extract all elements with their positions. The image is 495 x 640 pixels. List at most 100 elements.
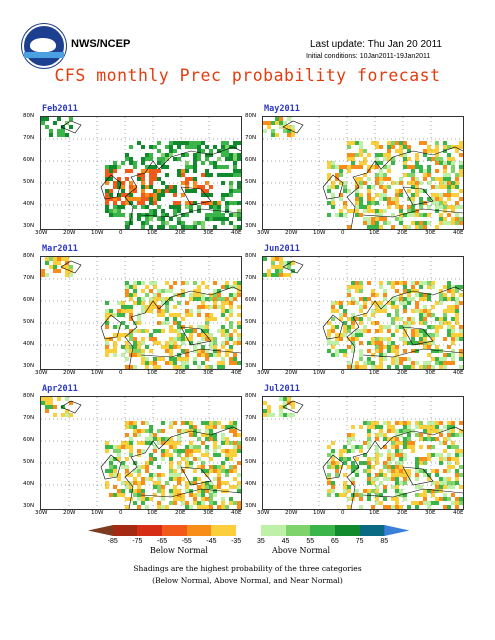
probability-cell xyxy=(229,285,233,289)
probability-cell xyxy=(443,493,447,497)
probability-cell xyxy=(367,317,371,321)
probability-cell xyxy=(379,309,383,313)
probability-cell xyxy=(379,433,383,437)
probability-cell xyxy=(423,429,427,433)
probability-cell xyxy=(161,209,165,213)
probability-cell xyxy=(435,205,439,209)
probability-cell xyxy=(141,361,145,365)
probability-cell xyxy=(447,205,451,209)
probability-cell xyxy=(359,197,363,201)
probability-cell xyxy=(173,305,177,309)
probability-cell xyxy=(359,425,363,429)
probability-cell xyxy=(189,309,193,313)
probability-cell xyxy=(435,469,439,473)
probability-cell xyxy=(279,261,283,265)
probability-cell xyxy=(109,193,113,197)
probability-cell xyxy=(423,149,427,153)
probability-cell xyxy=(407,149,411,153)
probability-cell xyxy=(153,197,157,201)
probability-cell xyxy=(415,193,419,197)
probability-cell xyxy=(217,421,221,425)
probability-cell xyxy=(221,481,225,485)
agency-name: NWS/NCEP xyxy=(71,38,131,50)
probability-cell xyxy=(359,285,363,289)
forecast-map xyxy=(40,116,242,230)
probability-cell xyxy=(387,429,391,433)
probability-cell xyxy=(133,353,137,357)
probability-cell xyxy=(387,169,391,173)
probability-cell xyxy=(237,153,241,157)
probability-cell xyxy=(387,505,391,509)
probability-cell xyxy=(201,441,205,445)
probability-cell xyxy=(399,337,403,341)
probability-cell xyxy=(141,305,145,309)
probability-cell xyxy=(205,213,209,217)
probability-cell xyxy=(335,185,339,189)
probability-cell xyxy=(201,333,205,337)
probability-cell xyxy=(117,209,121,213)
probability-cell xyxy=(109,197,113,201)
probability-cell xyxy=(153,201,157,205)
probability-cell xyxy=(229,421,233,425)
longitude-tick-label: 10E xyxy=(147,370,158,376)
probability-cell xyxy=(193,345,197,349)
probability-cell xyxy=(161,153,165,157)
probability-cell xyxy=(125,357,129,361)
probability-cell xyxy=(185,205,189,209)
probability-cell xyxy=(399,489,403,493)
probability-cell xyxy=(181,341,185,345)
probability-cell xyxy=(351,425,355,429)
probability-cell xyxy=(347,301,351,305)
probability-cell xyxy=(435,437,439,441)
probability-cell xyxy=(165,505,169,509)
probability-cell xyxy=(375,213,379,217)
latitude-tick-label: 80N xyxy=(245,113,257,119)
probability-cell xyxy=(105,325,109,329)
probability-cell xyxy=(205,349,209,353)
probability-cell xyxy=(367,465,371,469)
probability-cell xyxy=(275,269,279,273)
probability-cell xyxy=(41,273,45,277)
probability-cell xyxy=(395,141,399,145)
probability-cell xyxy=(125,289,129,293)
probability-cell xyxy=(201,337,205,341)
probability-cell xyxy=(181,173,185,177)
probability-cell xyxy=(387,345,391,349)
probability-cell xyxy=(447,189,451,193)
probability-cell xyxy=(117,313,121,317)
probability-cell xyxy=(181,349,185,353)
probability-cell xyxy=(411,449,415,453)
probability-cell xyxy=(221,361,225,365)
probability-cell xyxy=(343,481,347,485)
probability-cell xyxy=(197,437,201,441)
probability-cell xyxy=(451,157,455,161)
probability-cell xyxy=(411,297,415,301)
probability-cell xyxy=(213,441,217,445)
probability-cell xyxy=(391,297,395,301)
probability-cell xyxy=(443,365,447,369)
probability-cell xyxy=(57,261,61,265)
probability-cell xyxy=(343,457,347,461)
probability-cell xyxy=(225,217,229,221)
probability-cell xyxy=(197,289,201,293)
probability-cell xyxy=(137,481,141,485)
probability-cell xyxy=(141,201,145,205)
probability-cell xyxy=(375,181,379,185)
probability-cell xyxy=(61,265,65,269)
probability-cell xyxy=(399,189,403,193)
probability-cell xyxy=(125,445,129,449)
probability-cell xyxy=(435,345,439,349)
probability-cell xyxy=(407,293,411,297)
probability-cell xyxy=(141,225,145,229)
probability-cell xyxy=(395,345,399,349)
probability-cell xyxy=(399,293,403,297)
probability-cell xyxy=(375,425,379,429)
probability-cell xyxy=(149,157,153,161)
probability-cell xyxy=(403,421,407,425)
probability-cell xyxy=(181,293,185,297)
probability-cell xyxy=(419,313,423,317)
probability-cell xyxy=(221,309,225,313)
probability-cell xyxy=(375,365,379,369)
latitude-tick-label: 30N xyxy=(23,503,35,509)
probability-cell xyxy=(351,161,355,165)
